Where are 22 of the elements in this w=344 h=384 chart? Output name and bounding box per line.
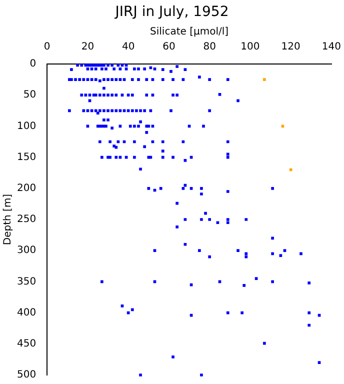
- y-tick-label: 50: [23, 90, 36, 101]
- y-tick-label: 100: [16, 120, 36, 132]
- y-tick-label: 200: [16, 182, 36, 194]
- y-tick-label: 250: [16, 214, 36, 226]
- y-tick-label: 500: [16, 370, 36, 381]
- x-tick-label: 140: [322, 42, 342, 53]
- x-tick-label: 0: [44, 42, 50, 53]
- x-tick-label: 80: [203, 42, 216, 53]
- x-axis-title: Silicate [µmol/l]: [150, 26, 229, 38]
- x-tick-label: 60: [162, 42, 176, 53]
- x-tick-label: 40: [122, 42, 135, 53]
- y-tick-label: 450: [16, 338, 36, 350]
- x-tick-label: 100: [240, 42, 260, 53]
- y-tick-label: 350: [16, 276, 36, 288]
- y-tick-label: 300: [16, 245, 36, 256]
- y-tick-label: 150: [16, 152, 36, 163]
- x-tick-label: 20: [81, 42, 94, 53]
- x-tick-label: 120: [281, 42, 300, 53]
- y-tick-label: 0: [30, 58, 36, 70]
- chart-title: JIRJ in July, 1952: [114, 4, 230, 20]
- y-axis-title: Depth [m]: [2, 194, 14, 246]
- y-tick-label: 400: [16, 307, 36, 318]
